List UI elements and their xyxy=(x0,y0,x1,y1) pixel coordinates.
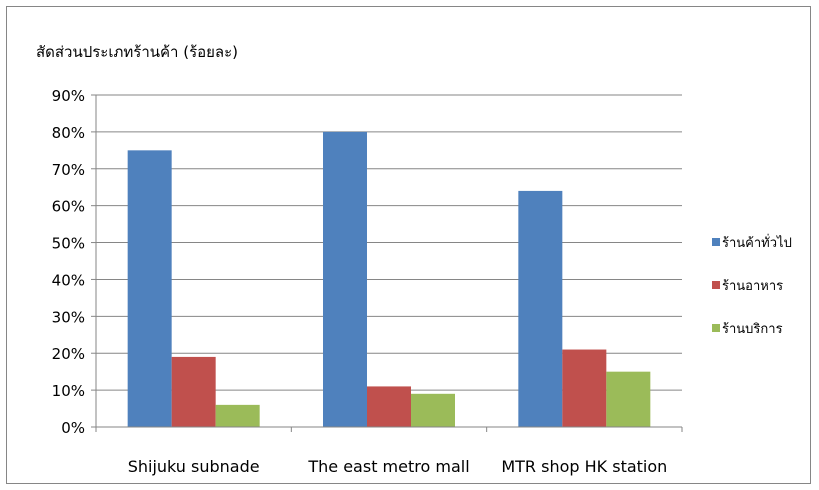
y-tick-label: 50% xyxy=(52,235,85,253)
y-tick-label: 40% xyxy=(52,271,85,289)
chart-title: สัดส่วนประเภทร้านค้า (ร้อยละ) xyxy=(36,43,238,61)
y-tick-label: 60% xyxy=(52,198,85,216)
bar xyxy=(562,349,607,427)
legend-label: ร้านค้าทั่วไป xyxy=(722,234,792,251)
y-tick-label: 30% xyxy=(52,308,85,326)
bar xyxy=(367,386,411,427)
x-tick-label: MTR shop HK station xyxy=(501,457,667,476)
y-tick-label: 10% xyxy=(52,382,85,400)
y-axis: 0% 10% 20% 30% 40% 50% 60% 70% 80% 90% xyxy=(52,87,97,437)
bar xyxy=(323,131,367,427)
bar xyxy=(606,371,651,427)
legend-swatch xyxy=(712,238,720,246)
x-tick-label: The east metro mall xyxy=(307,457,469,476)
bar xyxy=(518,190,563,427)
bar xyxy=(171,356,216,427)
x-tick-label: Shijuku subnade xyxy=(128,457,260,476)
y-tick-label: 20% xyxy=(52,345,85,363)
legend-swatch xyxy=(712,281,720,289)
bars xyxy=(127,131,651,428)
x-axis: Shijuku subnade The east metro mall MTR sh… xyxy=(95,426,683,476)
bar xyxy=(411,393,455,427)
bar xyxy=(127,150,172,428)
legend-swatch xyxy=(712,324,720,332)
y-tick-label: 0% xyxy=(61,419,85,437)
gridlines xyxy=(96,94,682,391)
y-tick-label: 90% xyxy=(52,87,85,105)
legend-label: ร้านบริการ xyxy=(722,322,783,337)
legend-label: ร้านอาหาร xyxy=(722,279,783,294)
y-tick-label: 70% xyxy=(52,161,85,179)
bar xyxy=(215,404,260,427)
y-tick-label: 80% xyxy=(52,124,85,142)
